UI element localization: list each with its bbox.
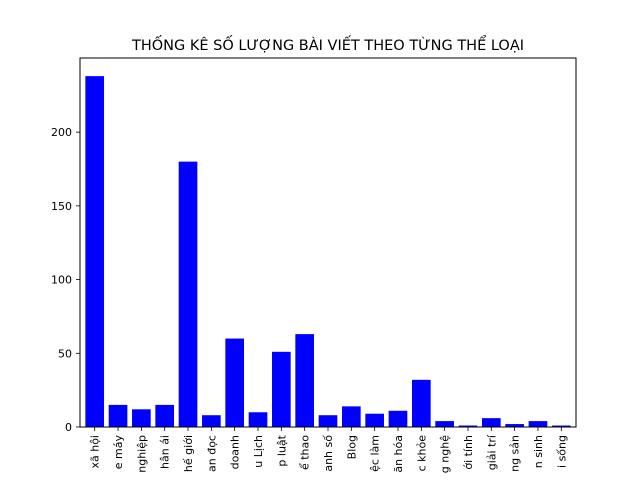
- x-tick-label: giải trí: [485, 434, 498, 470]
- bar-11: [342, 406, 361, 427]
- x-tick-label: ới tính: [462, 435, 475, 470]
- bar-12: [365, 413, 384, 427]
- bar-10: [318, 415, 338, 427]
- plot-frame: [79, 57, 577, 428]
- x-tick-label: g nghệ: [439, 435, 452, 473]
- bar-9: [295, 334, 314, 427]
- bar-16: [458, 425, 478, 427]
- bars-group: [85, 76, 571, 427]
- x-tick-label: e máy: [112, 435, 125, 470]
- bar-14: [411, 379, 431, 427]
- x-tick-label: ệc làm: [369, 435, 382, 472]
- bar-4: [178, 161, 198, 427]
- bar-5: [202, 415, 221, 427]
- x-tick-label: an đọc: [205, 435, 218, 472]
- bar-3: [155, 404, 175, 427]
- x-tick-label: ng sản: [509, 435, 522, 472]
- bar-2: [132, 409, 151, 427]
- y-tick-label: 200: [51, 126, 72, 139]
- y-axis: 0 50 100 150 200: [51, 126, 80, 434]
- bar-1: [108, 404, 128, 427]
- x-tick-label: xã hội: [89, 435, 102, 469]
- chart-title: THỐNG KÊ SỐ LƯỢNG BÀI VIẾT THEO TỪNG THỂ…: [131, 35, 524, 54]
- x-tick-label: hân ái: [159, 435, 172, 469]
- x-tick-label: c khỏe: [415, 435, 428, 472]
- x-tick-label: u Lịch: [252, 435, 265, 468]
- bar-20: [551, 425, 571, 427]
- y-tick-label: 50: [58, 347, 72, 360]
- x-tick-label: hế giới: [182, 435, 195, 472]
- x-tick-label: p luật: [275, 434, 288, 466]
- y-tick-label: 0: [65, 421, 72, 434]
- y-tick-label: 100: [51, 274, 72, 287]
- x-tick-label: i sống: [555, 435, 568, 468]
- x-tick-label: anh số: [322, 435, 335, 472]
- bar-6: [225, 338, 245, 427]
- x-tick-label: n sinh: [532, 435, 545, 468]
- x-tick-label: doanh: [229, 435, 242, 469]
- x-tick-label: Blog: [345, 435, 358, 459]
- bar-13: [388, 410, 408, 427]
- bar-19: [528, 421, 548, 427]
- bar-15: [435, 421, 454, 427]
- bar-17: [481, 418, 501, 427]
- bar-0: [85, 76, 105, 427]
- x-tick-label: ăn hóa: [392, 435, 405, 473]
- y-tick-label: 150: [51, 200, 72, 213]
- x-axis: xã hội e máy nghiệp hân ái hế giới an đọc doan…: [89, 427, 568, 473]
- x-tick-label: ể thao: [299, 435, 312, 470]
- bar-8: [272, 351, 291, 427]
- x-tick-label: nghiệp: [135, 435, 148, 473]
- bar-7: [248, 412, 268, 427]
- bar-18: [505, 424, 524, 427]
